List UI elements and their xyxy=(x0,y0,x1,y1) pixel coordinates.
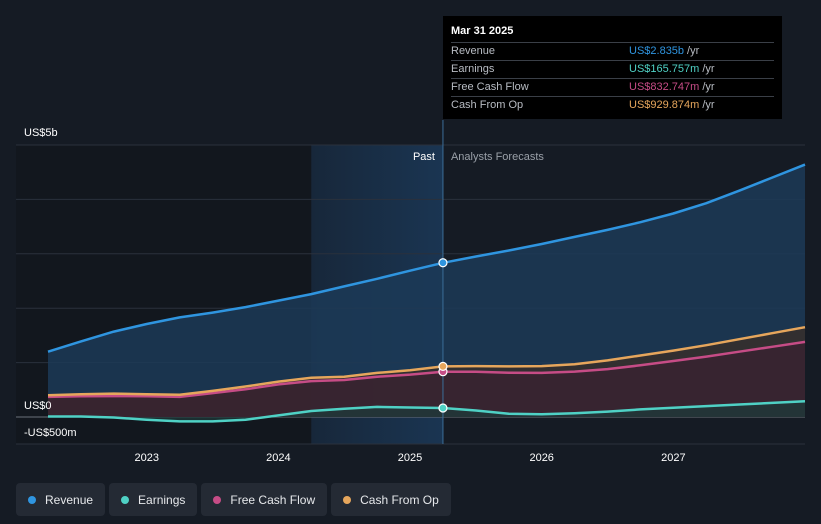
tooltip-unit: /yr xyxy=(687,45,700,57)
revenue-dot-icon xyxy=(28,495,36,504)
legend-label: Earnings xyxy=(138,492,186,507)
legend-item-fcf[interactable]: Free Cash Flow xyxy=(201,483,328,516)
tooltip-value: US$929.874m xyxy=(629,99,700,111)
legend-label: Free Cash Flow xyxy=(230,492,316,507)
fcf-line xyxy=(47,340,806,399)
tooltip-value: US$165.757m xyxy=(629,63,700,75)
y-axis-bottom-label: -US$500m xyxy=(24,427,77,439)
earnings-highlight-point xyxy=(438,403,448,413)
x-tick-label: 2024 xyxy=(266,452,290,464)
past-label: Past xyxy=(413,151,435,163)
tooltip-label: Earnings xyxy=(451,63,495,75)
earnings-dot-icon xyxy=(121,495,130,504)
legend-item-cfo[interactable]: Cash From Op xyxy=(331,483,451,516)
forecast-label: Analysts Forecasts xyxy=(451,151,544,163)
tooltip-panel: Mar 31 2025 Revenue US$2.835b /yr Earnin… xyxy=(443,16,782,119)
legend-label: Revenue xyxy=(45,492,94,507)
tooltip-label: Revenue xyxy=(451,45,496,57)
legend-label: Cash From Op xyxy=(360,492,439,507)
x-tick-label: 2027 xyxy=(661,452,685,464)
tooltip-row-revenue: Revenue US$2.835b /yr xyxy=(451,42,774,60)
revenue-area xyxy=(48,164,805,417)
tooltip-unit: /yr xyxy=(702,81,715,93)
tooltip-label: Cash From Op xyxy=(451,99,524,111)
tooltip-date: Mar 31 2025 xyxy=(451,25,514,37)
tooltip-unit: /yr xyxy=(702,99,715,111)
revenue-highlight-point xyxy=(438,258,448,268)
x-tick-label: 2025 xyxy=(398,452,422,464)
x-tick-label: 2023 xyxy=(134,452,158,464)
tooltip-unit: /yr xyxy=(702,63,715,75)
legend-item-earnings[interactable]: Earnings xyxy=(109,483,198,516)
cfo-dot-icon xyxy=(343,495,352,504)
tooltip-row-fcf: Free Cash Flow US$832.747m /yr xyxy=(451,78,774,96)
tooltip-value: US$2.835b xyxy=(629,45,685,57)
tooltip-row-cfo: Cash From Op US$929.874m /yr xyxy=(451,96,774,114)
fcf-area xyxy=(48,341,805,417)
cfo-line xyxy=(47,325,806,397)
tooltip-row-earnings: Earnings US$165.757m /yr xyxy=(451,60,774,78)
tooltip-value: US$832.747m xyxy=(629,81,700,93)
legend-item-revenue[interactable]: Revenue xyxy=(16,483,106,516)
y-axis-zero-label: US$0 xyxy=(24,400,52,412)
y-axis-top-label: US$5b xyxy=(24,127,58,139)
cfo-highlight-point xyxy=(438,361,448,372)
earnings-area xyxy=(48,401,805,422)
earnings-line xyxy=(48,399,806,423)
x-tick-label: 2026 xyxy=(529,452,553,464)
revenue-line xyxy=(47,163,806,353)
tooltip-label: Free Cash Flow xyxy=(451,81,529,93)
fcf-dot-icon xyxy=(213,495,222,504)
legend: Revenue Earnings Free Cash Flow Cash Fro… xyxy=(16,483,451,516)
